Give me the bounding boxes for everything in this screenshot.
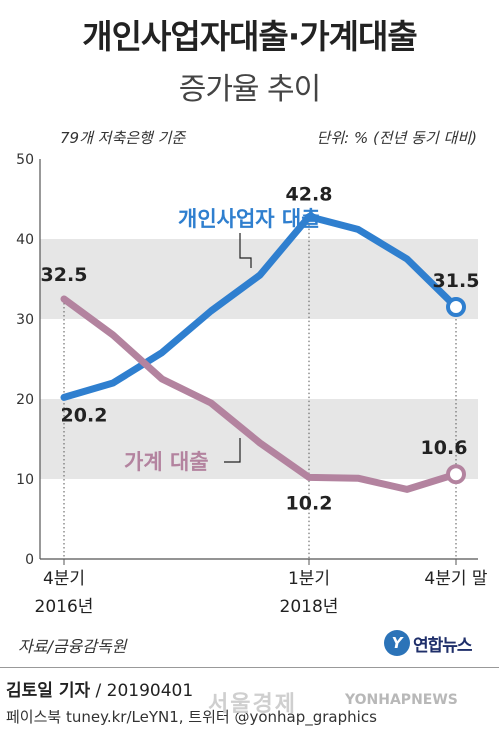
series-line [60, 213, 460, 401]
x-tick-label: 2018년 [280, 597, 339, 617]
data-label: 32.5 [41, 264, 88, 286]
series-line [60, 295, 460, 493]
yonhap-logo: Y 연합뉴스 [384, 626, 473, 660]
data-label: 10.6 [421, 437, 468, 459]
reporter-credit: 김토일 기자 / 20190401 [6, 676, 193, 701]
x-tick-label: 1분기 [288, 569, 330, 589]
data-label: 10.2 [286, 492, 333, 514]
series-end-marker [446, 297, 466, 317]
legend-leader-line [224, 438, 241, 463]
x-tick-label: 4분기 [43, 569, 85, 589]
chart-title: 개인사업자대출·가계대출 [82, 17, 418, 56]
data-label: 31.5 [433, 270, 480, 292]
chart-subtitle: 증가율 추이 [178, 72, 322, 107]
x-tick-label: 2016년 [35, 597, 94, 617]
yonhap-logo-mark: Y [384, 630, 410, 656]
y-tick-label: 50 [16, 152, 34, 168]
y-tick-label: 40 [16, 232, 34, 248]
data-label: 42.8 [286, 184, 333, 206]
x-tick-label: 4분기 말 [424, 569, 487, 589]
legend-label-individual-business-loans: 개인사업자 대출 [178, 207, 321, 231]
y-tick-label: 10 [16, 472, 34, 488]
unit-note: 단위: % (전년 동기 대비) [316, 129, 477, 147]
y-tick-label: 30 [16, 312, 34, 328]
y-tick-label: 20 [16, 392, 34, 408]
publish-date: / 20190401 [95, 681, 194, 701]
basis-note: 79개 저축은행 기준 [60, 129, 186, 147]
series-end-marker [446, 464, 466, 485]
watermark-seoul-economy: 서울경제 [208, 692, 297, 717]
social-links: 페이스북 tuney.kr/LeYN1, 트위터 @yonhap_graphic… [6, 708, 377, 726]
footer-divider [0, 667, 499, 668]
legend-label-household-loans: 가계 대출 [124, 450, 209, 474]
legend-leader-line [239, 233, 252, 268]
data-label: 20.2 [61, 404, 108, 426]
y-tick-label: 0 [25, 552, 34, 568]
yonhap-logo-text: 연합뉴스 [413, 635, 473, 656]
source-note: 자료/금융감독원 [18, 637, 127, 656]
watermark-yonhapnews: YONHAPNEWS [345, 692, 458, 708]
reporter-name: 김토일 기자 [6, 681, 91, 701]
